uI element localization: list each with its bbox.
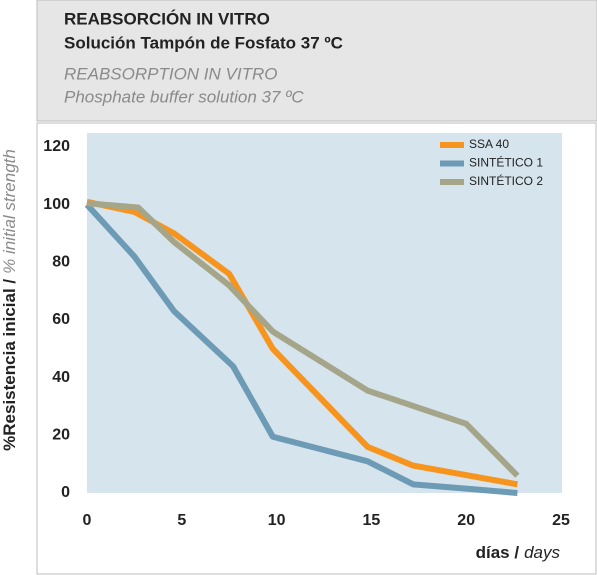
x-axis-label: días / days [476, 543, 561, 562]
legend-label: SINTÉTICO 2 [469, 173, 543, 188]
y-tick-label: 80 [52, 254, 70, 271]
series-line [86, 200, 520, 478]
y-label-en: % initial strength [0, 149, 19, 274]
x-label-es: días / [476, 543, 520, 562]
chart-subtitle: Solución Tampón de Fosfato 37 ºC [64, 33, 343, 52]
y-axis-label: %Resistencia inicial / % initial strength [0, 149, 19, 451]
x-tick-label: 15 [363, 512, 381, 529]
y-tick-label: 120 [43, 138, 70, 155]
y-tick-label: 0 [61, 484, 70, 501]
chart-title-en: REABSORPTION IN VITRO [64, 64, 277, 83]
y-label-es: %Resistencia inicial / [0, 279, 19, 451]
plot-area [87, 133, 562, 493]
series-line [84, 202, 518, 496]
y-tick-label: 20 [52, 427, 70, 444]
chart-subtitle-en: Phosphate buffer solution 37 ºC [64, 87, 304, 106]
x-tick-label: 25 [552, 512, 570, 529]
y-tick-label: 60 [52, 311, 70, 328]
x-tick-label: 20 [457, 512, 475, 529]
x-tick-label: 10 [268, 512, 286, 529]
header-box [36, 0, 597, 122]
x-label-en: days [524, 543, 560, 562]
legend-label: SSA 40 [469, 137, 509, 151]
legend-label: SINTÉTICO 1 [469, 155, 543, 170]
y-tick-label: 40 [52, 369, 70, 386]
chart-title: REABSORCIÓN IN VITRO [64, 9, 270, 28]
x-tick-label: 5 [177, 512, 186, 529]
y-tick-label: 100 [43, 196, 70, 213]
x-tick-label: 0 [83, 512, 92, 529]
